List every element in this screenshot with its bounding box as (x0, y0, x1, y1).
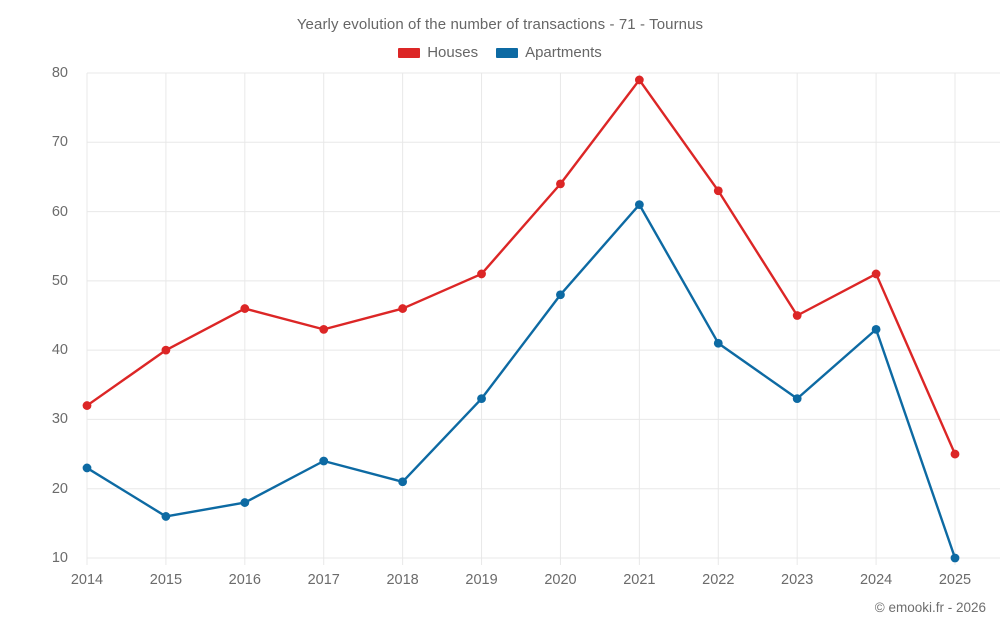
data-point-houses[interactable] (240, 304, 250, 313)
data-point-houses[interactable] (950, 449, 960, 459)
series-line-houses (85, 78, 957, 456)
data-point-houses[interactable] (713, 186, 723, 196)
data-point-apartments[interactable] (871, 324, 881, 334)
data-point-apartments[interactable] (950, 553, 960, 563)
x-axis-tick-label: 2020 (544, 572, 577, 588)
data-point-apartments[interactable] (240, 498, 250, 507)
legend-swatch-houses (398, 47, 421, 58)
x-axis-tick-label: 2017 (307, 572, 340, 588)
x-axis-tick-label: 2025 (938, 572, 972, 588)
y-axis-tick-label: 70 (51, 134, 68, 151)
data-point-apartments[interactable] (82, 463, 92, 473)
y-axis-tick-label: 30 (51, 411, 68, 428)
data-point-houses[interactable] (161, 345, 171, 355)
data-point-houses[interactable] (82, 401, 92, 410)
legend-item-houses[interactable]: Houses (398, 44, 478, 61)
x-axis-tick-label: 2014 (70, 572, 104, 588)
x-axis-tick-label: 2022 (702, 572, 735, 588)
x-axis-tick-label: 2024 (859, 572, 893, 588)
legend-swatch-apartments (496, 47, 519, 58)
x-axis-tick-label: 2018 (386, 572, 419, 588)
y-axis-tick-label: 60 (51, 203, 68, 220)
chart-legend: Houses Apartments (0, 44, 1000, 61)
data-point-houses[interactable] (398, 304, 408, 313)
data-point-apartments[interactable] (634, 200, 644, 210)
data-point-apartments[interactable] (477, 394, 486, 404)
chart-title: Yearly evolution of the number of transa… (296, 16, 704, 33)
y-axis-tick-label: 50 (51, 272, 68, 289)
footer-credit: © emooki.fr - 2026 (874, 600, 986, 615)
y-axis-tick-label: 80 (51, 65, 68, 81)
x-axis-tick-label: 2019 (465, 572, 498, 588)
y-axis-tick-label: 40 (51, 342, 68, 359)
data-point-houses[interactable] (792, 311, 802, 320)
data-point-houses[interactable] (319, 324, 329, 334)
data-point-apartments[interactable] (556, 290, 565, 300)
x-axis-tick-label: 2021 (623, 572, 656, 588)
data-point-apartments[interactable] (161, 512, 171, 521)
data-point-houses[interactable] (871, 269, 881, 279)
legend-label-apartments: Apartments (525, 44, 602, 61)
y-axis-tick-label: 20 (51, 480, 68, 497)
data-point-houses[interactable] (634, 75, 644, 85)
data-point-apartments[interactable] (398, 477, 408, 487)
x-axis-tick-label: 2015 (149, 572, 183, 588)
data-point-apartments[interactable] (792, 394, 802, 404)
series-line-apartments (85, 203, 957, 560)
x-axis-tick-label: 2016 (228, 572, 261, 588)
y-axis-tick-label: 10 (51, 550, 68, 566)
data-point-apartments[interactable] (319, 456, 329, 466)
data-point-houses[interactable] (477, 269, 486, 279)
legend-item-apartments[interactable]: Apartments (496, 44, 602, 61)
x-axis-tick-label: 2023 (781, 572, 814, 588)
data-point-apartments[interactable] (713, 338, 723, 348)
data-point-houses[interactable] (556, 179, 565, 189)
legend-label-houses: Houses (427, 44, 479, 61)
